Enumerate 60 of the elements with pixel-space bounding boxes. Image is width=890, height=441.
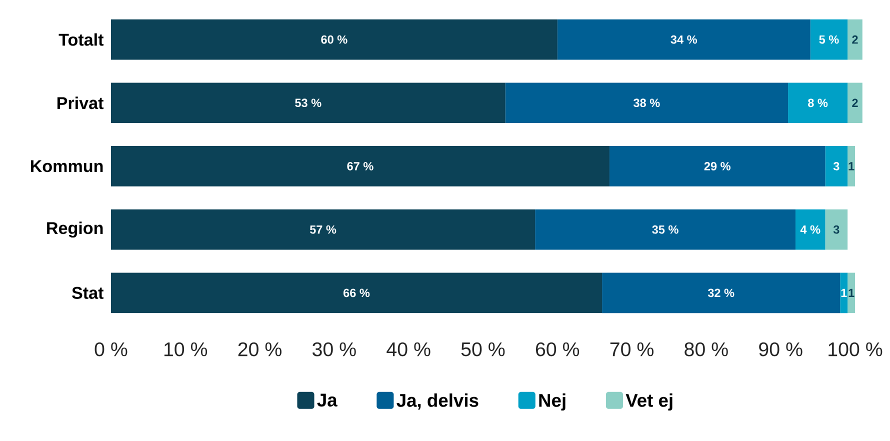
data-label: 66 % [343,288,370,298]
x-tick-label: 10 % [164,342,208,356]
y-tick-label: Privat [57,96,104,110]
data-label: 32 % [708,288,734,298]
legend-label: Ja [317,394,338,407]
data-label: 4 % [800,226,820,234]
y-tick-label: Kommun [30,160,103,172]
bar [505,82,788,124]
data-label: 1 [841,289,847,298]
bar [110,210,536,250]
legend-label: Ja, delvis [396,394,478,410]
y-tick-label: Stat [72,287,104,300]
bar [609,146,826,187]
x-tick-label: 90 % [759,342,802,356]
bar [110,146,610,187]
x-tick-label: 70 % [610,342,654,356]
bar [825,210,848,250]
bar [788,82,848,124]
x-tick-label: 50 % [461,342,505,356]
bar [110,82,506,124]
y-tick-label: Region [47,222,103,238]
data-label: 3 [833,226,840,234]
x-tick-label: 80 % [684,342,728,356]
bar [602,272,840,314]
data-label: 5 % [819,36,839,44]
y-tick-label: Totalt [58,33,104,46]
data-label: 1 [848,289,854,298]
legend-label: Vet ej [626,394,672,411]
data-label: 1 [848,162,854,170]
bar [840,272,848,314]
data-label: 34 % [670,36,698,44]
bar [535,210,796,250]
bar [848,146,856,187]
data-label: 38 % [634,98,660,108]
bar [848,20,862,60]
bar [810,20,848,60]
data-label: 60 % [321,36,348,44]
data-label: 8 % [808,98,828,108]
x-tick-label: 20 % [238,342,282,356]
x-tick-label: 40 % [386,342,430,356]
data-label: 67 % [347,162,374,171]
bar [848,82,862,124]
data-label: 29 % [704,162,730,171]
x-tick-label: 60 % [536,342,580,356]
x-tick-label: 30 % [312,342,356,356]
data-label: 35 % [652,226,678,234]
bar [110,272,602,314]
x-tick-label: 100 % [828,342,882,356]
bar [795,210,826,250]
bar [557,20,810,60]
data-label: 2 [852,36,858,44]
data-label: 2 [852,98,858,108]
x-tick-label: 0 % [94,342,128,356]
data-label: 53 % [295,98,322,108]
bar [825,146,848,187]
bar [848,272,856,314]
data-label: 3 [833,162,840,171]
data-label: 57 % [310,226,336,234]
legend-label: Nej [539,394,566,411]
bar [110,20,558,60]
